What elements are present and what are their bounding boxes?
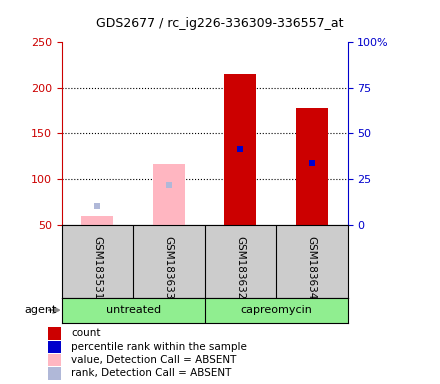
- Bar: [153, 164, 185, 225]
- Text: GSM183531: GSM183531: [92, 236, 103, 299]
- Bar: [48, 367, 62, 380]
- Text: percentile rank within the sample: percentile rank within the sample: [71, 342, 247, 352]
- Text: untreated: untreated: [106, 305, 161, 315]
- Text: agent: agent: [25, 305, 57, 315]
- Text: rank, Detection Call = ABSENT: rank, Detection Call = ABSENT: [71, 369, 231, 379]
- Text: GSM183633: GSM183633: [164, 236, 174, 299]
- Bar: [224, 74, 257, 225]
- Bar: [48, 341, 62, 353]
- Bar: [48, 354, 62, 366]
- Text: GDS2677 / rc_ig226-336309-336557_at: GDS2677 / rc_ig226-336309-336557_at: [96, 17, 344, 30]
- Text: GSM183632: GSM183632: [235, 236, 246, 299]
- Text: capreomycin: capreomycin: [240, 305, 312, 315]
- Bar: [296, 108, 328, 225]
- Text: count: count: [71, 328, 101, 338]
- Bar: [81, 215, 114, 225]
- Text: GSM183634: GSM183634: [307, 236, 317, 299]
- Bar: [48, 327, 62, 339]
- Text: value, Detection Call = ABSENT: value, Detection Call = ABSENT: [71, 355, 236, 365]
